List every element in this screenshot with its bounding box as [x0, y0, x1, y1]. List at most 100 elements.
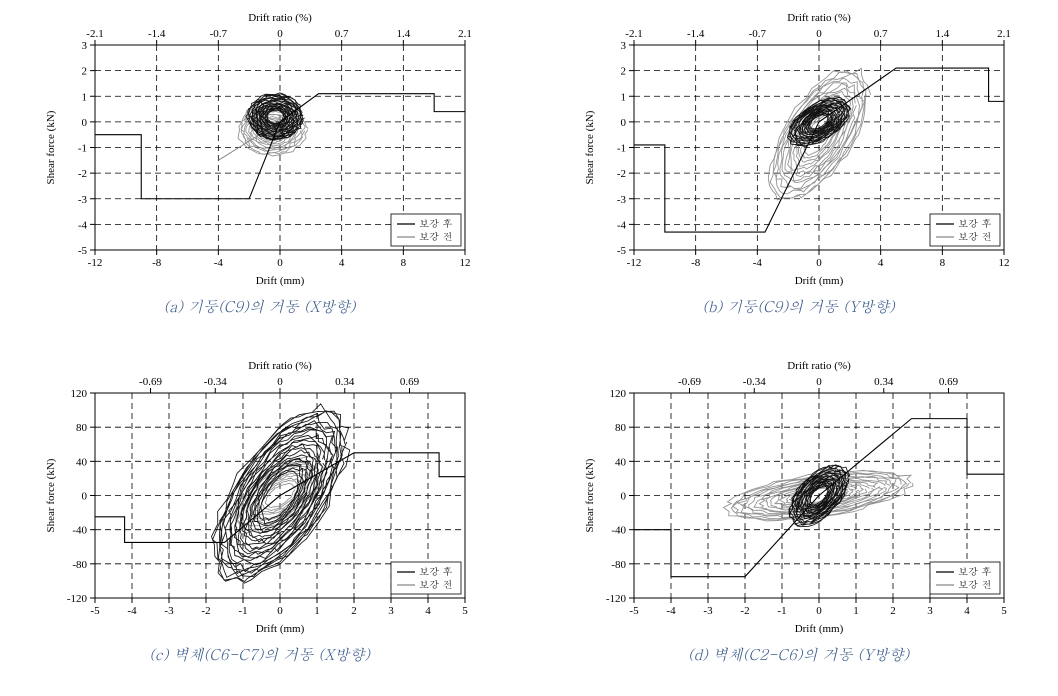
svg-text:0: 0: [620, 117, 626, 129]
svg-text:0.34: 0.34: [335, 376, 355, 388]
svg-text:-1: -1: [77, 143, 86, 155]
svg-text:Shear force (kN): Shear force (kN): [45, 110, 57, 184]
svg-text:120: 120: [609, 388, 626, 400]
panel-a: -12-8-404812-5-4-3-2-10123-2.1-1.4-0.700…: [20, 10, 499, 338]
svg-text:-5: -5: [77, 245, 87, 257]
chart-b: -12-8-404812-5-4-3-2-10123-2.1-1.4-0.700…: [579, 10, 1019, 290]
svg-text:-8: -8: [152, 257, 162, 269]
svg-text:-80: -80: [611, 559, 626, 571]
panel-d: -5-4-3-2-1012345-120-80-4004080120-0.69-…: [559, 358, 1038, 686]
caption-c: (c) 벽체(C6-C7)의 거동 (X방향): [149, 644, 370, 665]
svg-text:0.69: 0.69: [399, 376, 419, 388]
svg-text:Drift ratio (%): Drift ratio (%): [248, 12, 312, 24]
svg-text:0: 0: [620, 491, 626, 503]
figure-grid: -12-8-404812-5-4-3-2-10123-2.1-1.4-0.700…: [20, 10, 1038, 686]
svg-text:0.69: 0.69: [938, 376, 958, 388]
svg-text:-4: -4: [127, 605, 137, 617]
svg-text:보강 전: 보강 전: [419, 229, 452, 243]
svg-text:12: 12: [459, 257, 470, 269]
svg-text:1: 1: [81, 91, 87, 103]
svg-text:120: 120: [70, 388, 87, 400]
svg-text:5: 5: [1001, 605, 1007, 617]
svg-text:2: 2: [81, 66, 87, 78]
svg-text:-3: -3: [703, 605, 713, 617]
svg-text:0: 0: [277, 376, 283, 388]
svg-text:1: 1: [620, 91, 626, 103]
svg-text:80: 80: [615, 422, 627, 434]
svg-text:3: 3: [927, 605, 933, 617]
svg-text:-2: -2: [740, 605, 749, 617]
svg-text:2: 2: [620, 66, 626, 78]
svg-text:-2: -2: [77, 168, 86, 180]
svg-text:0.7: 0.7: [334, 28, 348, 40]
svg-text:8: 8: [400, 257, 406, 269]
svg-text:-12: -12: [626, 257, 641, 269]
svg-text:Drift ratio (%): Drift ratio (%): [248, 360, 312, 372]
svg-text:0: 0: [277, 605, 283, 617]
svg-text:보강 전: 보강 전: [958, 577, 991, 591]
svg-text:1: 1: [314, 605, 320, 617]
svg-text:-4: -4: [213, 257, 223, 269]
svg-text:-3: -3: [77, 194, 87, 206]
svg-text:-40: -40: [611, 525, 626, 537]
svg-text:3: 3: [388, 605, 394, 617]
svg-text:-5: -5: [90, 605, 100, 617]
svg-text:4: 4: [425, 605, 431, 617]
svg-text:-0.69: -0.69: [678, 376, 701, 388]
svg-text:-4: -4: [77, 219, 87, 231]
svg-text:0: 0: [81, 117, 87, 129]
svg-text:0: 0: [277, 257, 283, 269]
chart-a: -12-8-404812-5-4-3-2-10123-2.1-1.4-0.700…: [40, 10, 480, 290]
svg-text:40: 40: [615, 456, 627, 468]
svg-text:Drift (mm): Drift (mm): [794, 275, 843, 287]
svg-text:3: 3: [620, 40, 626, 52]
svg-text:-1.4: -1.4: [686, 28, 704, 40]
svg-text:보강 후: 보강 후: [419, 216, 452, 230]
svg-text:12: 12: [998, 257, 1009, 269]
svg-text:8: 8: [939, 257, 945, 269]
svg-text:-1: -1: [777, 605, 786, 617]
svg-text:4: 4: [877, 257, 883, 269]
svg-text:1.4: 1.4: [396, 28, 410, 40]
svg-text:Drift (mm): Drift (mm): [255, 623, 304, 635]
svg-text:Drift ratio (%): Drift ratio (%): [787, 360, 851, 372]
svg-text:-120: -120: [66, 593, 87, 605]
svg-text:2: 2: [351, 605, 357, 617]
svg-text:80: 80: [76, 422, 88, 434]
chart-c: -5-4-3-2-1012345-120-80-4004080120-0.69-…: [40, 358, 480, 638]
svg-text:-2: -2: [201, 605, 210, 617]
svg-text:-0.7: -0.7: [209, 28, 227, 40]
svg-text:보강 후: 보강 후: [958, 216, 991, 230]
svg-text:5: 5: [462, 605, 468, 617]
svg-text:-80: -80: [72, 559, 87, 571]
caption-a: (a) 기둥(C9)의 거동 (X방향): [164, 296, 356, 317]
svg-text:Shear force (kN): Shear force (kN): [45, 458, 57, 532]
svg-text:-4: -4: [752, 257, 762, 269]
svg-text:-4: -4: [616, 219, 626, 231]
svg-text:-3: -3: [164, 605, 174, 617]
svg-text:Drift ratio (%): Drift ratio (%): [787, 12, 851, 24]
svg-text:-3: -3: [616, 194, 626, 206]
svg-text:0.34: 0.34: [874, 376, 894, 388]
svg-text:40: 40: [76, 456, 88, 468]
svg-text:Drift (mm): Drift (mm): [794, 623, 843, 635]
caption-d: (d) 벽체(C2-C6)의 거동 (Y방향): [688, 644, 909, 665]
svg-text:Shear force (kN): Shear force (kN): [584, 110, 596, 184]
svg-text:-4: -4: [666, 605, 676, 617]
svg-text:-2.1: -2.1: [86, 28, 103, 40]
svg-text:보강 후: 보강 후: [958, 564, 991, 578]
svg-text:-0.69: -0.69: [139, 376, 162, 388]
svg-text:-5: -5: [616, 245, 626, 257]
svg-text:1: 1: [853, 605, 859, 617]
panel-c: -5-4-3-2-1012345-120-80-4004080120-0.69-…: [20, 358, 499, 686]
svg-text:0: 0: [816, 376, 822, 388]
svg-text:-5: -5: [629, 605, 639, 617]
svg-text:3: 3: [81, 40, 87, 52]
caption-b: (b) 기둥(C9)의 거동 (Y방향): [702, 296, 894, 317]
svg-text:-0.34: -0.34: [203, 376, 226, 388]
svg-text:-120: -120: [605, 593, 626, 605]
svg-text:2.1: 2.1: [458, 28, 472, 40]
svg-text:보강 전: 보강 전: [958, 229, 991, 243]
svg-text:4: 4: [338, 257, 344, 269]
svg-text:Shear force (kN): Shear force (kN): [584, 458, 596, 532]
